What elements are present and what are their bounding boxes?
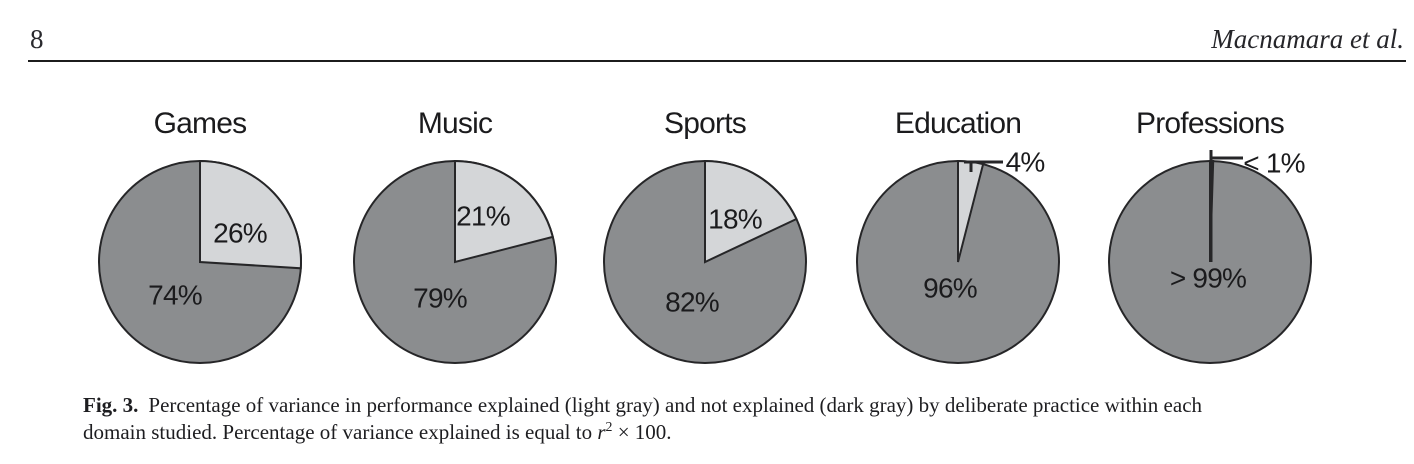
- pie-chart-games: Games 26% 74%: [98, 107, 302, 364]
- pie-slice-explained: [199, 159, 302, 270]
- pie-title: Professions: [1136, 107, 1284, 140]
- slice-label-not_explained: > 99%: [1170, 263, 1246, 294]
- slice-label-explained: 18%: [708, 204, 762, 235]
- caption-text-line1: Percentage of variance in performance ex…: [148, 393, 1203, 417]
- pie-slice-explained: [704, 159, 798, 264]
- slice-label-not_explained: 82%: [665, 287, 719, 318]
- pie-title: Games: [154, 107, 247, 140]
- caption-r-symbol: r: [597, 420, 606, 444]
- caption-text-line2: domain studied. Percentage of variance e…: [83, 420, 598, 444]
- caption-line-2: domain studied. Percentage of variance e…: [83, 419, 1343, 446]
- slice-label-explained: 21%: [456, 201, 510, 232]
- pie-title: Sports: [664, 107, 746, 140]
- pie-title: Education: [895, 107, 1021, 140]
- caption-r-exponent: 2: [605, 419, 613, 434]
- pie-chart-education: Education 4% 96%: [856, 107, 1060, 364]
- running-head: Macnamara et al.: [1211, 24, 1404, 54]
- slice-label-not_explained: 74%: [148, 280, 202, 311]
- header-rule: [28, 60, 1406, 62]
- slice-label-not_explained: 96%: [923, 273, 977, 304]
- slice-label-not_explained: 79%: [413, 283, 467, 314]
- pie-chart-professions: Professions < 1% > 99%: [1108, 107, 1312, 364]
- pie-slice-explained: [454, 159, 555, 264]
- figure-caption: Fig. 3. Percentage of variance in perform…: [83, 392, 1343, 446]
- page-number: 8: [30, 24, 44, 54]
- caption-line-1: Fig. 3. Percentage of variance in perform…: [83, 392, 1343, 419]
- caption-text-line2-end: × 100.: [612, 420, 672, 444]
- pie-chart-music: Music 21% 79%: [353, 107, 557, 364]
- slice-label-explained: < 1%: [1243, 148, 1304, 179]
- pie-chart-sports: Sports 18% 82%: [603, 107, 807, 364]
- slice-label-explained: 4%: [1006, 147, 1045, 178]
- pie-title: Music: [418, 107, 493, 140]
- slice-label-explained: 26%: [213, 218, 267, 249]
- figure-label: Fig. 3.: [83, 393, 139, 417]
